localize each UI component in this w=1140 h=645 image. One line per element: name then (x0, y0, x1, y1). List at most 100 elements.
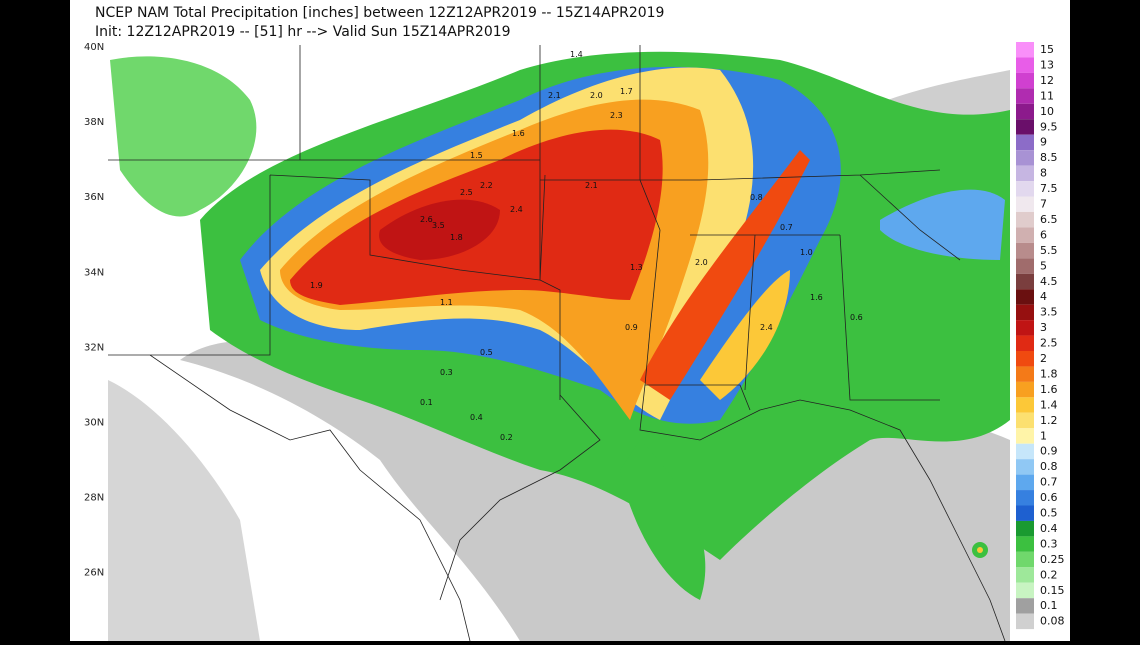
colorbar-label: 2.5 (1040, 337, 1058, 350)
boundaries (108, 45, 1006, 641)
colorbar-swatch (1016, 150, 1034, 166)
latitude-label: 40N (84, 42, 104, 53)
colorbar-label: 8.5 (1040, 151, 1058, 164)
colorbar-label: 3.5 (1040, 306, 1058, 319)
colorbar-label: 8 (1040, 167, 1047, 180)
colorbar-swatch (1016, 103, 1034, 120)
map-value-label: 0.2 (500, 433, 513, 442)
colorbar-label: 1 (1040, 429, 1047, 442)
colorbar-swatch (1016, 567, 1034, 583)
colorbar-swatch (1016, 366, 1034, 382)
map-value-label: 0.7 (780, 223, 793, 232)
colorbar-swatch (1016, 428, 1034, 444)
map-value-label: 1.4 (570, 50, 583, 59)
colorbar-swatch (1016, 320, 1034, 336)
colorbar-label: 0.4 (1040, 522, 1058, 535)
colorbar-swatch (1016, 119, 1034, 135)
colorbar-swatch (1016, 381, 1034, 398)
map-value-label: 0.5 (480, 348, 493, 357)
colorbar-label: 15 (1040, 43, 1054, 56)
colorbar-swatch (1016, 582, 1034, 599)
colorbar-label: 6.5 (1040, 213, 1058, 226)
map-value-label: 1.5 (470, 151, 483, 160)
map-value-label: 1.6 (512, 129, 525, 138)
colorbar-label: 0.9 (1040, 445, 1058, 458)
colorbar-label: 1.4 (1040, 398, 1058, 411)
colorbar-label: 0.2 (1040, 568, 1058, 581)
shade-green (110, 56, 257, 217)
colorbar-label: 5 (1040, 259, 1047, 272)
colorbar-swatch (1016, 474, 1034, 491)
colorbar-swatch (1016, 598, 1034, 614)
colorbar-label: 0.5 (1040, 507, 1058, 520)
map-value-label: 2.1 (585, 181, 598, 190)
colorbar-swatch (1016, 443, 1034, 460)
colorbar-label: 5.5 (1040, 244, 1058, 257)
map-value-label: 0.6 (850, 313, 863, 322)
colorbar-label: 0.8 (1040, 460, 1058, 473)
latitude-label: 30N (84, 418, 104, 429)
map-value-label: 2.3 (610, 111, 623, 120)
map-value-label: 2.2 (480, 181, 493, 190)
colorbar-label: 3 (1040, 321, 1047, 334)
colorbar-label: 1.2 (1040, 414, 1058, 427)
colorbar-label: 1.8 (1040, 367, 1058, 380)
colorbar-label: 9.5 (1040, 120, 1058, 133)
colorbar-label: 7 (1040, 198, 1047, 211)
shade-gray (108, 380, 260, 641)
title: NCEP NAM Total Precipitation [inches] be… (95, 5, 664, 21)
colorbar-swatch (1016, 72, 1034, 89)
map-value-label: 3.5 (432, 221, 445, 230)
map-value-label: 1.0 (800, 248, 813, 257)
map-value-label: 0.8 (750, 193, 763, 202)
latitude-label: 28N (84, 493, 104, 504)
shade-blue (880, 189, 1005, 260)
map-value-label: 2.0 (695, 258, 708, 267)
colorbar-label: 12 (1040, 74, 1054, 87)
colorbar-swatch (1016, 57, 1034, 73)
shade-gray (180, 341, 1010, 641)
map-value-label: 0.1 (420, 398, 433, 407)
colorbar-swatch (1016, 88, 1034, 104)
colorbar-swatch (1016, 181, 1034, 197)
colorbar-label: 0.08 (1040, 615, 1065, 628)
shade-darkred (379, 199, 500, 260)
colorbar-swatch (1016, 211, 1034, 228)
colorbar-swatch (1016, 520, 1034, 537)
map-value-label: 1.3 (630, 263, 643, 272)
latitude-label: 38N (84, 117, 104, 128)
colorbar-swatch (1016, 242, 1034, 259)
colorbar-swatch (1016, 42, 1034, 58)
map-value-label: 0.4 (470, 413, 483, 422)
map-value-label: 1.9 (310, 281, 323, 290)
map-value-label: 2.0 (590, 91, 603, 100)
colorbar-label: 10 (1040, 105, 1054, 118)
colorbar-label: 1.6 (1040, 383, 1058, 396)
map-value-label: 2.4 (760, 323, 773, 332)
map-value-label: 1.8 (450, 233, 463, 242)
colorbar-label: 4 (1040, 290, 1047, 303)
colorbar-label: 0.6 (1040, 491, 1058, 504)
colorbar-label: 0.15 (1040, 584, 1065, 597)
colorbar-swatch (1016, 505, 1034, 521)
colorbar: 15131211109.598.587.576.565.554.543.532.… (1016, 42, 1065, 630)
map-value-label: 2.1 (548, 91, 561, 100)
latitude-label: 26N (84, 568, 104, 579)
colorbar-swatch (1016, 459, 1034, 475)
shade-red (640, 150, 810, 400)
colorbar-swatch (1016, 351, 1034, 367)
colorbar-swatch (1016, 134, 1034, 151)
colorbar-label: 0.25 (1040, 553, 1065, 566)
colorbar-swatch (1016, 258, 1034, 274)
colorbar-label: 2 (1040, 352, 1047, 365)
colorbar-swatch (1016, 613, 1034, 630)
shade-green (620, 440, 706, 600)
colorbar-label: 7.5 (1040, 182, 1058, 195)
colorbar-label: 0.1 (1040, 599, 1058, 612)
colorbar-swatch (1016, 289, 1034, 305)
colorbar-label: 13 (1040, 58, 1054, 71)
map-field (108, 45, 1010, 641)
map-value-label: 2.4 (510, 205, 523, 214)
map-value-labels: 1.4 2.1 2.0 1.7 2.3 1.6 1.5 2.5 2.2 2.4 1.8 2.63.5 2… (310, 50, 863, 442)
